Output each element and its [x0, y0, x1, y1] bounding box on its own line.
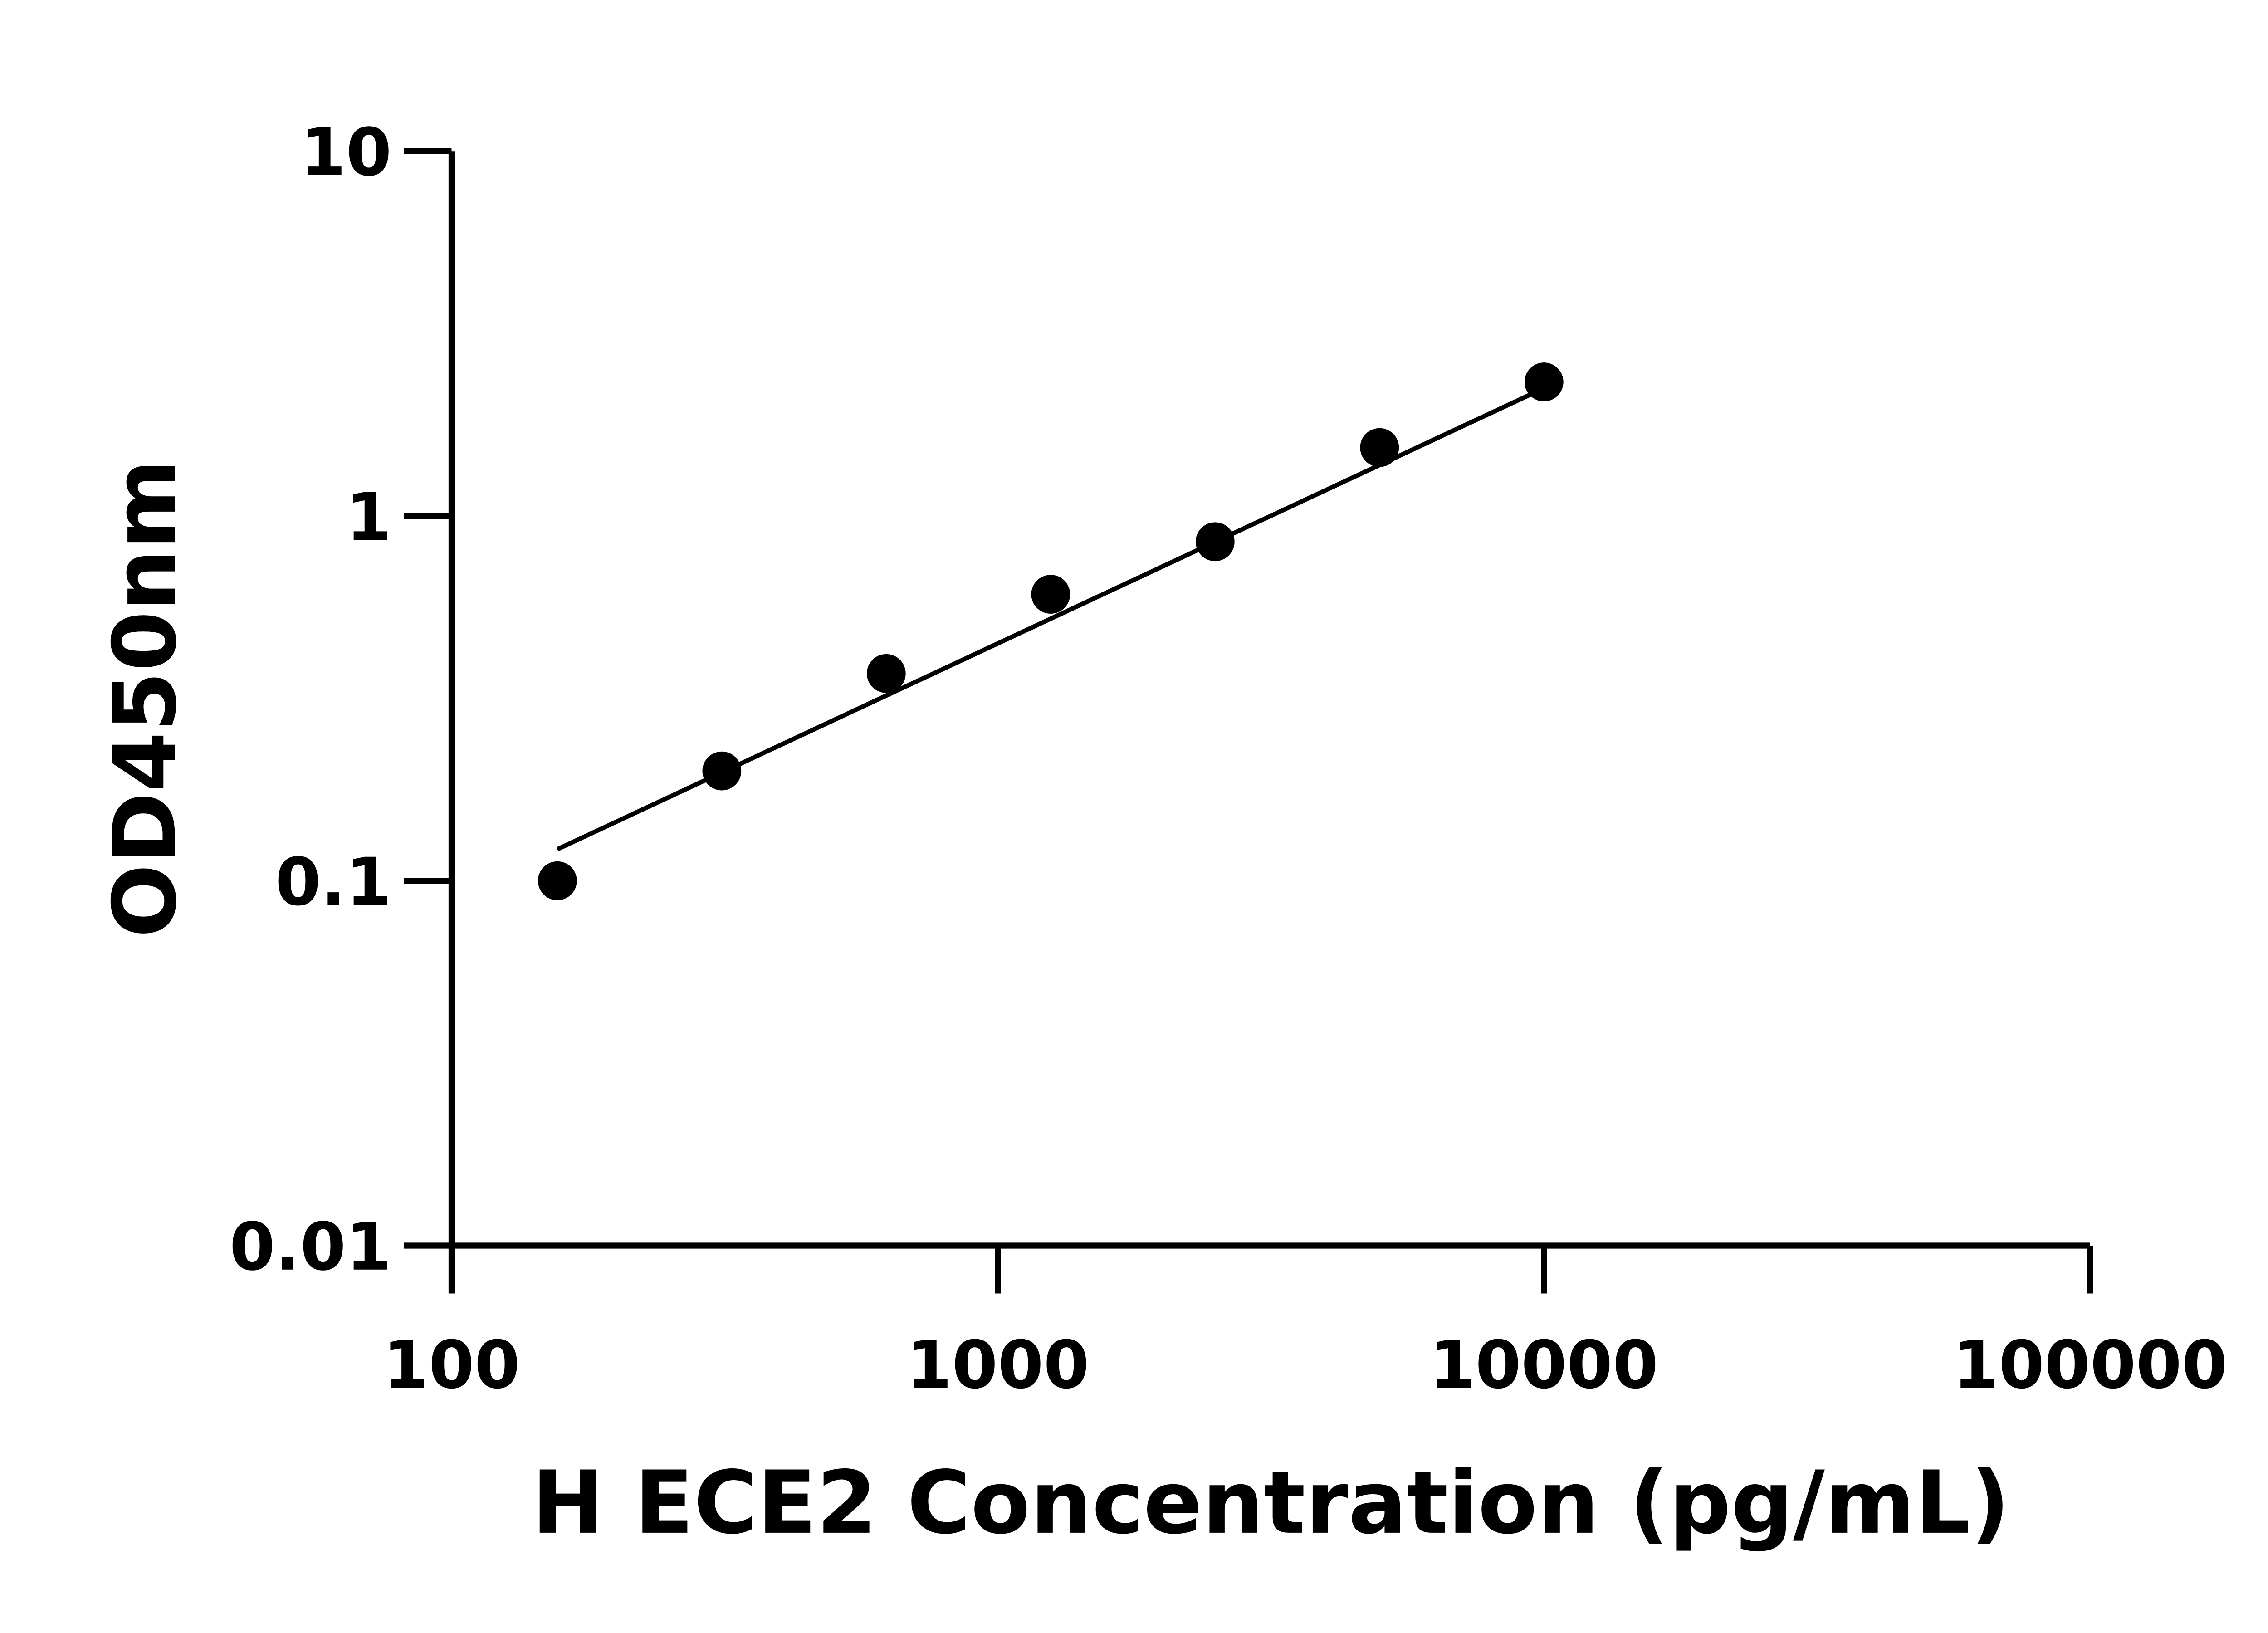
data-point [1195, 522, 1235, 562]
y-tick-label: 1 [346, 479, 392, 556]
data-point [866, 654, 906, 693]
axes [403, 148, 2093, 1294]
data-point [1360, 428, 1399, 467]
data-point [1031, 575, 1070, 614]
data-point [702, 751, 742, 791]
data-point [538, 861, 577, 900]
x-axis-label: H ECE2 Concentration (pg/mL) [532, 1453, 2010, 1554]
x-tick-label: 10000 [1430, 1327, 1659, 1403]
tick-labels: 0.01 0.1 1 10 100 1000 10000 100000 [230, 114, 2228, 1403]
x-tick-label: 100000 [1953, 1327, 2227, 1403]
x-tick-label: 100 [383, 1327, 520, 1403]
y-tick-label: 10 [300, 114, 392, 191]
x-tick-label: 1000 [906, 1327, 1090, 1403]
data-marks [538, 362, 1564, 900]
y-axis-label: OD450nm [95, 459, 196, 938]
y-tick-label: 0.1 [275, 844, 392, 920]
y-tick-label: 0.01 [230, 1209, 392, 1286]
data-point [1524, 362, 1564, 401]
